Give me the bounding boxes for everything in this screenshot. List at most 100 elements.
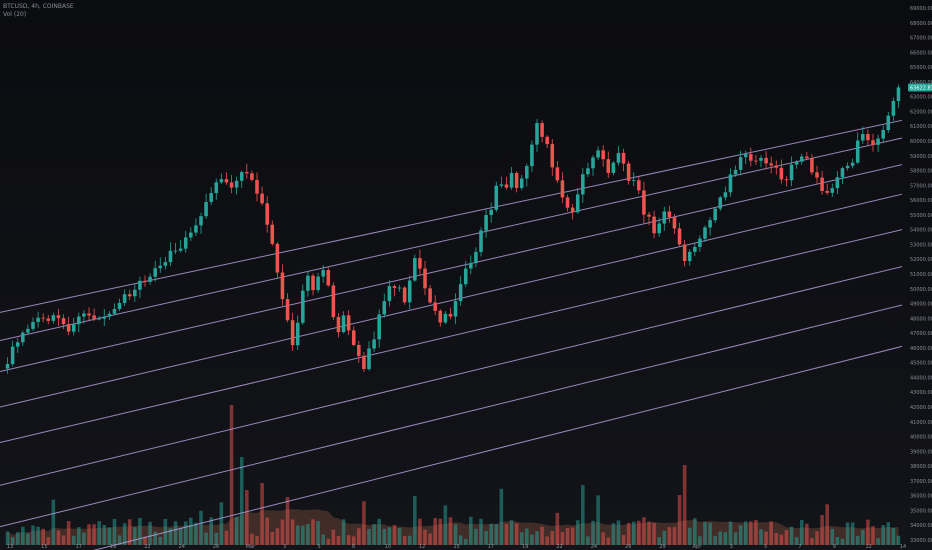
candle-body[interactable] bbox=[15, 342, 20, 347]
candle-body[interactable] bbox=[494, 185, 499, 210]
candle-body[interactable] bbox=[591, 157, 595, 169]
candle-body[interactable] bbox=[861, 133, 865, 141]
channel-line[interactable] bbox=[0, 164, 903, 373]
candle-body[interactable] bbox=[611, 162, 616, 173]
candle-body[interactable] bbox=[295, 322, 300, 346]
candle-body[interactable] bbox=[743, 154, 748, 158]
candle-body[interactable] bbox=[234, 180, 239, 188]
candle-body[interactable] bbox=[331, 285, 336, 318]
candle-body[interactable] bbox=[555, 167, 560, 181]
candle-body[interactable] bbox=[479, 230, 483, 253]
candle-body[interactable] bbox=[687, 251, 692, 262]
candle-body[interactable] bbox=[458, 284, 463, 302]
candle-body[interactable] bbox=[560, 180, 565, 198]
candle-body[interactable] bbox=[224, 179, 229, 183]
candle-body[interactable] bbox=[570, 207, 575, 213]
candle-body[interactable] bbox=[525, 166, 529, 179]
candle-body[interactable] bbox=[728, 174, 733, 193]
candle-body[interactable] bbox=[71, 324, 76, 332]
candle-body[interactable] bbox=[362, 355, 366, 370]
candle-body[interactable] bbox=[316, 276, 320, 291]
candle-body[interactable] bbox=[61, 318, 66, 325]
candle-body[interactable] bbox=[764, 157, 768, 164]
candle-body[interactable] bbox=[209, 193, 213, 202]
candle-body[interactable] bbox=[418, 258, 422, 269]
candle-body[interactable] bbox=[173, 250, 178, 252]
candle-body[interactable] bbox=[346, 315, 351, 331]
candle-body[interactable] bbox=[219, 179, 224, 183]
candle-body[interactable] bbox=[469, 263, 473, 269]
candle-body[interactable] bbox=[703, 227, 707, 239]
candle-body[interactable] bbox=[214, 182, 219, 194]
candle-body[interactable] bbox=[285, 299, 290, 321]
candle-body[interactable] bbox=[122, 294, 127, 303]
candle-body[interactable] bbox=[876, 138, 880, 145]
candle-body[interactable] bbox=[189, 232, 193, 238]
candle-body[interactable] bbox=[718, 197, 723, 209]
candle-body[interactable] bbox=[10, 346, 15, 365]
candle-body[interactable] bbox=[601, 150, 605, 160]
candle-body[interactable] bbox=[377, 314, 381, 340]
candle-body[interactable] bbox=[759, 157, 763, 161]
candle-body[interactable] bbox=[326, 270, 331, 286]
candle-body[interactable] bbox=[830, 188, 835, 193]
candle-body[interactable] bbox=[810, 158, 814, 173]
candle-body[interactable] bbox=[31, 322, 35, 329]
candle-body[interactable] bbox=[820, 177, 824, 191]
candle-body[interactable] bbox=[127, 294, 132, 297]
candle-body[interactable] bbox=[657, 223, 661, 234]
channel-line[interactable] bbox=[0, 345, 903, 550]
candle-body[interactable] bbox=[586, 168, 590, 175]
candle-body[interactable] bbox=[194, 225, 198, 233]
candle-body[interactable] bbox=[840, 168, 845, 178]
candle-body[interactable] bbox=[672, 217, 677, 229]
candle-body[interactable] bbox=[66, 324, 71, 332]
candle-body[interactable] bbox=[667, 211, 672, 218]
candle-body[interactable] bbox=[239, 172, 244, 181]
candle-body[interactable] bbox=[637, 180, 641, 191]
candle-body[interactable] bbox=[36, 317, 40, 323]
candle-body[interactable] bbox=[581, 174, 585, 195]
candle-body[interactable] bbox=[606, 159, 611, 173]
candle-body[interactable] bbox=[825, 190, 829, 193]
candle-body[interactable] bbox=[575, 194, 580, 213]
candle-body[interactable] bbox=[738, 157, 743, 170]
candle-body[interactable] bbox=[866, 133, 870, 141]
candle-body[interactable] bbox=[87, 313, 91, 316]
candle-body[interactable] bbox=[881, 130, 885, 139]
candle-body[interactable] bbox=[250, 173, 254, 180]
candle-body[interactable] bbox=[148, 276, 152, 282]
candle-body[interactable] bbox=[784, 179, 789, 181]
candle-body[interactable] bbox=[245, 172, 249, 174]
candle-body[interactable] bbox=[845, 165, 850, 169]
candle-body[interactable] bbox=[387, 286, 392, 302]
candle-body[interactable] bbox=[616, 152, 621, 163]
candle-body[interactable] bbox=[682, 244, 687, 262]
candle-body[interactable] bbox=[392, 286, 397, 288]
candle-body[interactable] bbox=[530, 144, 534, 167]
candle-body[interactable] bbox=[5, 364, 10, 369]
candle-body[interactable] bbox=[357, 344, 361, 356]
candle-body[interactable] bbox=[779, 167, 784, 180]
candle-body[interactable] bbox=[41, 317, 45, 319]
candle-body[interactable] bbox=[708, 220, 712, 228]
candle-body[interactable] bbox=[351, 330, 356, 345]
candle-body[interactable] bbox=[107, 313, 112, 317]
candle-body[interactable] bbox=[631, 180, 636, 182]
candle-body[interactable] bbox=[397, 287, 402, 289]
candle-body[interactable] bbox=[153, 268, 157, 277]
candle-body[interactable] bbox=[102, 316, 107, 319]
channel-line[interactable] bbox=[0, 193, 903, 408]
candle-body[interactable] bbox=[565, 197, 570, 208]
channel-line[interactable] bbox=[0, 137, 903, 341]
candle-body[interactable] bbox=[413, 258, 417, 281]
candle-body[interactable] bbox=[509, 173, 514, 188]
candle-body[interactable] bbox=[662, 211, 667, 224]
candle-body[interactable] bbox=[311, 275, 315, 291]
candle-body[interactable] bbox=[265, 203, 269, 225]
candle-body[interactable] bbox=[382, 301, 387, 315]
candle-body[interactable] bbox=[596, 150, 600, 158]
candle-body[interactable] bbox=[504, 184, 509, 188]
candle-body[interactable] bbox=[871, 140, 875, 145]
candle-body[interactable] bbox=[423, 268, 427, 289]
